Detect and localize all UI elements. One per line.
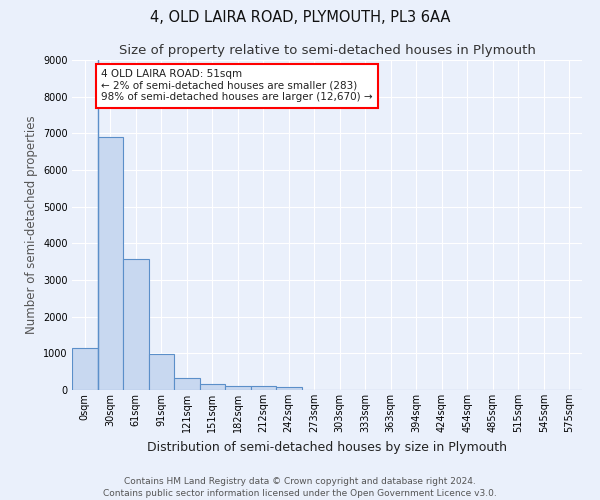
Bar bbox=[149, 354, 174, 390]
Bar bbox=[72, 348, 97, 390]
Text: 4 OLD LAIRA ROAD: 51sqm
← 2% of semi-detached houses are smaller (283)
98% of se: 4 OLD LAIRA ROAD: 51sqm ← 2% of semi-det… bbox=[101, 69, 373, 102]
Bar bbox=[174, 378, 199, 390]
Bar bbox=[97, 137, 123, 390]
Bar bbox=[123, 259, 149, 390]
Text: Contains HM Land Registry data © Crown copyright and database right 2024.
Contai: Contains HM Land Registry data © Crown c… bbox=[103, 476, 497, 498]
Title: Size of property relative to semi-detached houses in Plymouth: Size of property relative to semi-detach… bbox=[119, 44, 535, 58]
Bar bbox=[199, 384, 225, 390]
Y-axis label: Number of semi-detached properties: Number of semi-detached properties bbox=[25, 116, 38, 334]
X-axis label: Distribution of semi-detached houses by size in Plymouth: Distribution of semi-detached houses by … bbox=[147, 440, 507, 454]
Bar bbox=[225, 386, 251, 390]
Bar bbox=[276, 386, 302, 390]
Bar bbox=[251, 386, 276, 390]
Text: 4, OLD LAIRA ROAD, PLYMOUTH, PL3 6AA: 4, OLD LAIRA ROAD, PLYMOUTH, PL3 6AA bbox=[150, 10, 450, 25]
